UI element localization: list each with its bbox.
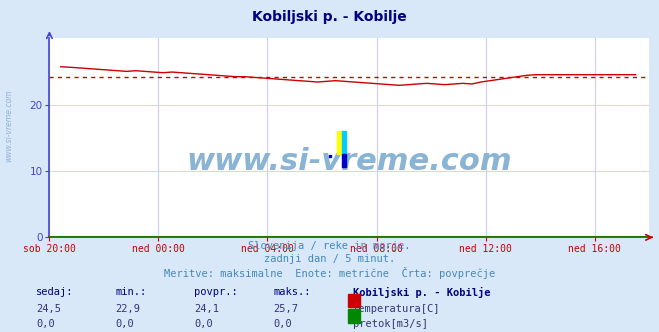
Text: min.:: min.: bbox=[115, 287, 146, 297]
Text: Slovenija / reke in morje.: Slovenija / reke in morje. bbox=[248, 241, 411, 251]
Text: 24,5: 24,5 bbox=[36, 304, 61, 314]
Text: www.si-vreme.com: www.si-vreme.com bbox=[4, 90, 13, 162]
Bar bbox=[342, 131, 347, 154]
Text: zadnji dan / 5 minut.: zadnji dan / 5 minut. bbox=[264, 254, 395, 264]
Text: www.si-vreme.com: www.si-vreme.com bbox=[186, 147, 512, 176]
Text: Kobiljski p. - Kobilje: Kobiljski p. - Kobilje bbox=[252, 10, 407, 24]
Text: povpr.:: povpr.: bbox=[194, 287, 238, 297]
Text: 0,0: 0,0 bbox=[36, 319, 55, 329]
Text: 25,7: 25,7 bbox=[273, 304, 299, 314]
Text: sedaj:: sedaj: bbox=[36, 287, 74, 297]
Text: maks.:: maks.: bbox=[273, 287, 311, 297]
Text: 22,9: 22,9 bbox=[115, 304, 140, 314]
Text: Kobiljski p. - Kobilje: Kobiljski p. - Kobilje bbox=[353, 287, 490, 298]
Bar bbox=[342, 154, 347, 167]
Text: temperatura[C]: temperatura[C] bbox=[353, 304, 440, 314]
Text: pretok[m3/s]: pretok[m3/s] bbox=[353, 319, 428, 329]
Text: Meritve: maksimalne  Enote: metrične  Črta: povprečje: Meritve: maksimalne Enote: metrične Črta… bbox=[164, 267, 495, 279]
Text: 0,0: 0,0 bbox=[273, 319, 292, 329]
Bar bbox=[337, 131, 342, 154]
Text: 0,0: 0,0 bbox=[115, 319, 134, 329]
Text: 24,1: 24,1 bbox=[194, 304, 219, 314]
Text: 0,0: 0,0 bbox=[194, 319, 213, 329]
